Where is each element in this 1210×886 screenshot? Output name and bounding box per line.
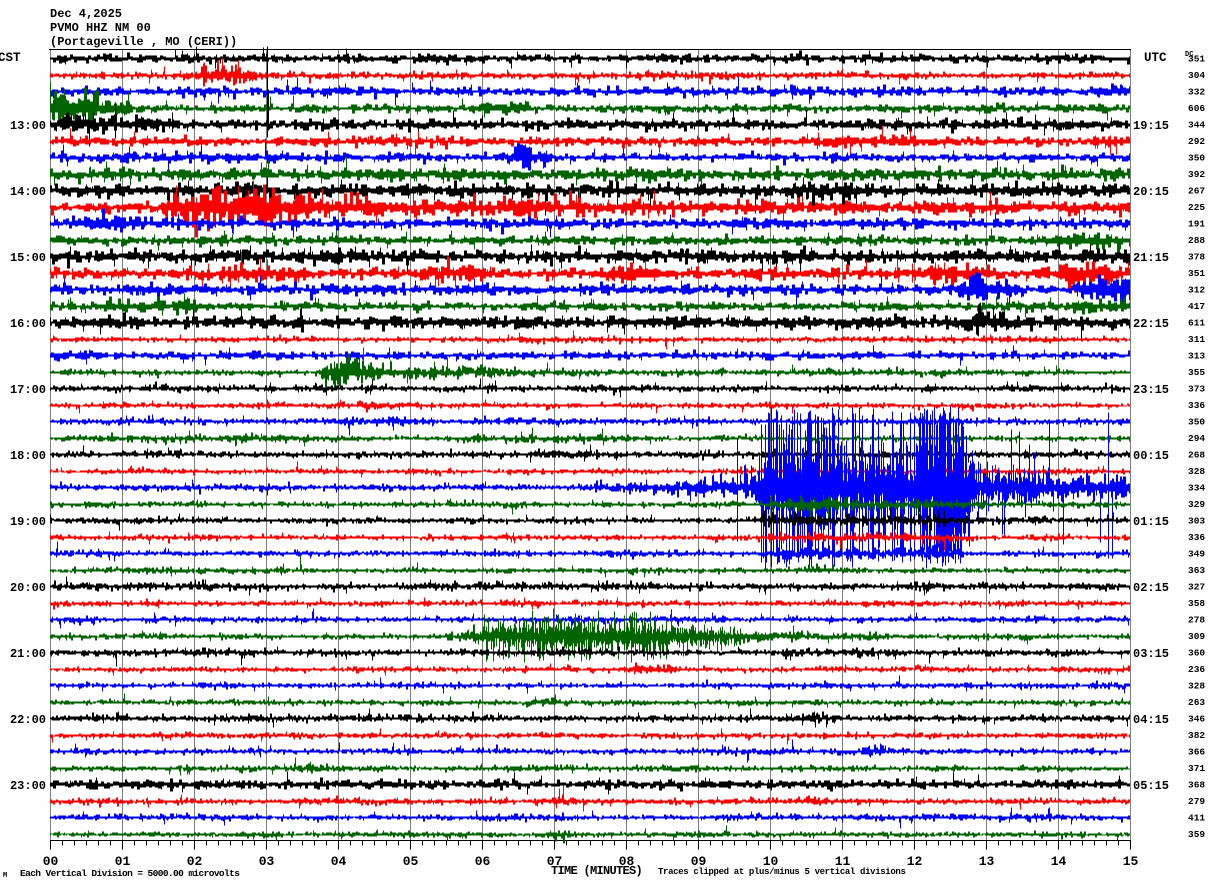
svg-text:02: 02 — [187, 854, 203, 869]
svg-text:14:00: 14:00 — [10, 185, 46, 199]
svg-text:278: 278 — [1188, 615, 1205, 626]
svg-text:606: 606 — [1188, 103, 1205, 114]
svg-text:UTC: UTC — [1144, 51, 1167, 65]
svg-text:03: 03 — [259, 854, 275, 869]
svg-text:20:15: 20:15 — [1133, 185, 1169, 199]
svg-text:268: 268 — [1188, 450, 1205, 461]
svg-text:303: 303 — [1188, 516, 1205, 527]
svg-text:11: 11 — [835, 854, 851, 869]
svg-text:05:15: 05:15 — [1133, 779, 1169, 793]
svg-text:392: 392 — [1188, 169, 1205, 180]
svg-text:09: 09 — [691, 854, 707, 869]
svg-text:19:15: 19:15 — [1133, 119, 1169, 133]
svg-text:288: 288 — [1188, 235, 1205, 246]
svg-text:351: 351 — [1188, 268, 1205, 279]
svg-text:01: 01 — [115, 854, 131, 869]
svg-text:334: 334 — [1188, 483, 1205, 494]
svg-text:18:00: 18:00 — [10, 449, 46, 463]
svg-text:363: 363 — [1188, 565, 1205, 576]
svg-text:355: 355 — [1188, 367, 1205, 378]
svg-text:05: 05 — [403, 854, 419, 869]
svg-text:17:00: 17:00 — [10, 383, 46, 397]
svg-text:16:00: 16:00 — [10, 317, 46, 331]
svg-text:00:15: 00:15 — [1133, 449, 1169, 463]
svg-text:359: 359 — [1188, 829, 1205, 840]
svg-text:350: 350 — [1188, 153, 1205, 164]
svg-text:14: 14 — [1051, 854, 1067, 869]
svg-text:344: 344 — [1188, 120, 1205, 131]
svg-text:328: 328 — [1188, 466, 1205, 477]
svg-text:313: 313 — [1188, 351, 1205, 362]
svg-text:DC: DC — [1185, 51, 1193, 59]
svg-text:373: 373 — [1188, 384, 1205, 395]
svg-text:358: 358 — [1188, 598, 1205, 609]
svg-text:10: 10 — [763, 854, 779, 869]
svg-text:20:00: 20:00 — [10, 581, 46, 595]
svg-text:368: 368 — [1188, 780, 1205, 791]
svg-text:329: 329 — [1188, 499, 1205, 510]
svg-text:23:15: 23:15 — [1133, 383, 1169, 397]
svg-text:378: 378 — [1188, 252, 1205, 263]
svg-text:328: 328 — [1188, 681, 1205, 692]
svg-text:191: 191 — [1188, 219, 1205, 230]
svg-text:292: 292 — [1188, 136, 1205, 147]
svg-text:04: 04 — [331, 854, 347, 869]
svg-text:21:15: 21:15 — [1133, 251, 1169, 265]
svg-text:267: 267 — [1188, 186, 1205, 197]
svg-text:Traces clipped at plus/minus 5: Traces clipped at plus/minus 5 vertical … — [658, 867, 906, 877]
svg-text:21:00: 21:00 — [10, 647, 46, 661]
svg-text:01:15: 01:15 — [1133, 515, 1169, 529]
svg-text:417: 417 — [1188, 301, 1205, 312]
svg-text:279: 279 — [1188, 796, 1205, 807]
svg-text:(Portageville , MO (CERI)): (Portageville , MO (CERI)) — [50, 35, 237, 49]
svg-text:327: 327 — [1188, 582, 1205, 593]
svg-text:PVMO HHZ NM 00: PVMO HHZ NM 00 — [50, 21, 151, 35]
svg-text:236: 236 — [1188, 664, 1205, 675]
svg-text:382: 382 — [1188, 730, 1205, 741]
svg-text:336: 336 — [1188, 400, 1205, 411]
svg-text:22:00: 22:00 — [10, 713, 46, 727]
svg-text:263: 263 — [1188, 697, 1205, 708]
svg-text:08: 08 — [619, 854, 635, 869]
svg-text:311: 311 — [1188, 334, 1205, 345]
svg-text:Dec 4,2025: Dec 4,2025 — [50, 7, 122, 21]
svg-text:23:00: 23:00 — [10, 779, 46, 793]
svg-text:03:15: 03:15 — [1133, 647, 1169, 661]
svg-text:02:15: 02:15 — [1133, 581, 1169, 595]
svg-text:312: 312 — [1188, 285, 1205, 296]
svg-text:M: M — [3, 872, 7, 880]
svg-text:346: 346 — [1188, 714, 1205, 725]
svg-text:Each Vertical Division = 5000.: Each Vertical Division = 5000.00 microvo… — [20, 868, 240, 879]
svg-text:294: 294 — [1188, 433, 1205, 444]
svg-text:13: 13 — [979, 854, 995, 869]
svg-text:15: 15 — [1123, 854, 1139, 869]
svg-text:13:00: 13:00 — [10, 119, 46, 133]
svg-text:360: 360 — [1188, 648, 1205, 659]
svg-text:351: 351 — [1188, 54, 1205, 65]
svg-text:04:15: 04:15 — [1133, 713, 1169, 727]
svg-text:22:15: 22:15 — [1133, 317, 1169, 331]
svg-text:15:00: 15:00 — [10, 251, 46, 265]
svg-text:19:00: 19:00 — [10, 515, 46, 529]
svg-text:611: 611 — [1188, 318, 1205, 329]
svg-text:366: 366 — [1188, 747, 1205, 758]
svg-text:225: 225 — [1188, 202, 1205, 213]
svg-text:07: 07 — [547, 854, 563, 869]
svg-text:350: 350 — [1188, 417, 1205, 428]
svg-text:349: 349 — [1188, 549, 1205, 560]
svg-text:12: 12 — [907, 854, 923, 869]
svg-text:371: 371 — [1188, 763, 1205, 774]
svg-text:TIME (MINUTES): TIME (MINUTES) — [551, 864, 642, 878]
svg-text:411: 411 — [1188, 813, 1205, 824]
svg-text:336: 336 — [1188, 532, 1205, 543]
svg-text:332: 332 — [1188, 87, 1205, 98]
svg-text:06: 06 — [475, 854, 491, 869]
svg-text:CST: CST — [0, 51, 21, 65]
svg-text:304: 304 — [1188, 70, 1205, 81]
svg-text:309: 309 — [1188, 631, 1205, 642]
svg-text:00: 00 — [43, 854, 59, 869]
